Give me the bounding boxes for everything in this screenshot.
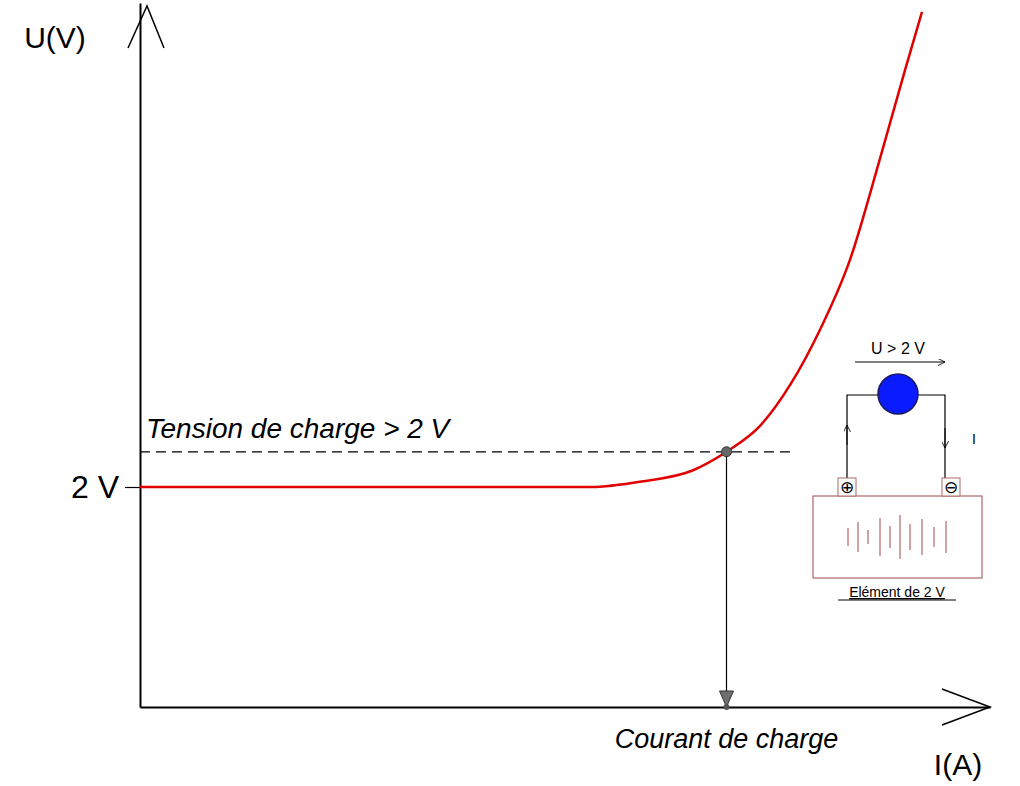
current-arrow-down: [945, 428, 946, 448]
charge-curve: [140, 12, 922, 487]
battery-plate: [848, 528, 849, 546]
charge-voltage-guide: [140, 451, 792, 452]
charge-voltage-label: Tension de charge > 2 V: [146, 413, 452, 444]
terminal-label: ⊕: [840, 477, 854, 497]
y-axis-line: [140, 4, 142, 708]
y-tick: 2 V: [71, 469, 140, 505]
terminal: [942, 478, 960, 496]
guide-foot: [724, 704, 730, 710]
chart: 2 V U(V) I(A) Tension de charge > 2 V Couran…: [0, 0, 1020, 786]
current-label: I: [972, 431, 976, 447]
x-axis-title: I(A): [934, 748, 982, 781]
plot-area: [140, 12, 922, 487]
x-axis-arrow: [942, 689, 990, 725]
battery-plate: [910, 524, 911, 550]
current-arrow-up: [847, 425, 848, 445]
battery-plate: [922, 519, 923, 555]
lamp: [878, 374, 918, 414]
battery: [813, 496, 982, 578]
battery-plate: [868, 530, 869, 544]
charge-current-guide: [726, 452, 727, 693]
terminal: [838, 478, 856, 496]
voltage-label: U > 2 V: [871, 340, 925, 357]
battery-plate: [880, 518, 881, 556]
battery-plate: [934, 527, 935, 547]
x-axis: [141, 707, 991, 708]
battery-plate: [890, 526, 891, 548]
battery-caption: Elément de 2 V: [849, 584, 945, 600]
y-tick-mark: [125, 487, 140, 488]
voltage-arrow: [855, 362, 945, 363]
y-tick-label: 2 V: [71, 469, 120, 505]
y-axis-arrow: [128, 6, 164, 48]
charge-current-label: Courant de charge: [615, 724, 839, 754]
caption-underline: [838, 600, 956, 601]
y-axis-title: U(V): [24, 21, 86, 54]
y-axis: 2 V: [71, 4, 141, 708]
battery-plate: [858, 522, 859, 552]
battery-plate: [946, 521, 947, 553]
x-axis-line: [141, 707, 991, 709]
circuit: U > 2 V I ⊕ ⊖ Elément de 2 V: [813, 340, 982, 600]
operating-point: [722, 447, 732, 457]
terminal-label: ⊖: [944, 477, 958, 497]
battery-plate: [900, 515, 901, 559]
